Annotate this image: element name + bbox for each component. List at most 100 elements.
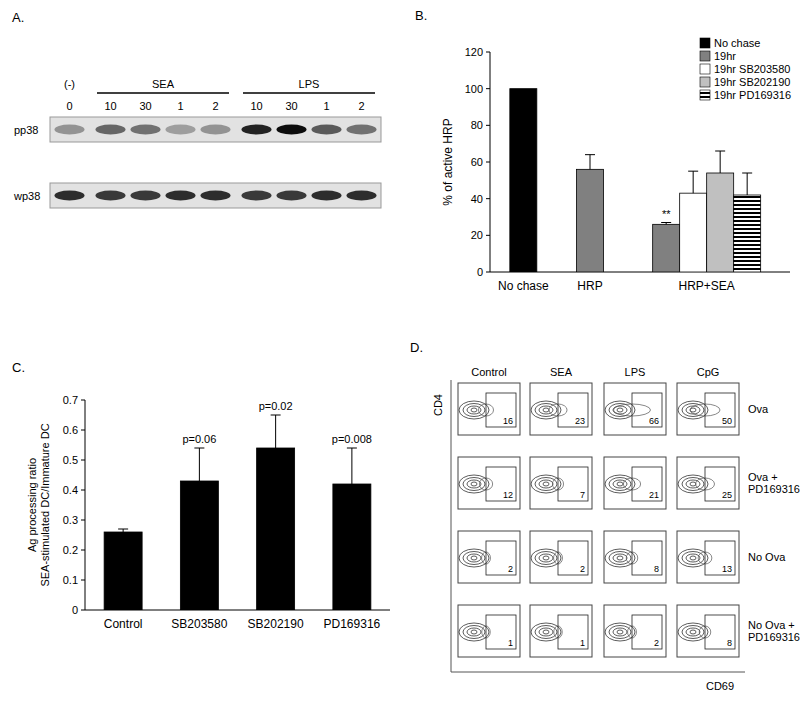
legend-swatch <box>700 90 710 100</box>
y-tick <box>81 460 85 461</box>
y-tick <box>486 235 490 236</box>
band <box>201 191 231 201</box>
contour <box>471 556 477 560</box>
contour <box>467 480 481 488</box>
contour <box>459 475 489 493</box>
gate-value: 2 <box>508 564 513 574</box>
contour <box>531 549 561 567</box>
contour <box>543 630 549 634</box>
contour <box>686 406 700 414</box>
legend-swatch <box>700 51 710 61</box>
gate-value: 1 <box>580 638 585 648</box>
contour <box>605 623 635 641</box>
contours <box>459 401 494 419</box>
contour <box>613 480 627 488</box>
contour <box>682 478 704 491</box>
contour <box>617 482 623 486</box>
y-tick <box>81 550 85 551</box>
gate <box>705 615 735 649</box>
lane-label: 1 <box>177 100 183 112</box>
contour <box>459 401 489 419</box>
y-tick <box>486 125 490 126</box>
lane-label: 10 <box>104 100 116 112</box>
row-label: No Ova + <box>748 619 795 631</box>
contour <box>467 554 481 562</box>
plot-box <box>604 531 666 583</box>
contour <box>471 408 477 412</box>
contour <box>682 626 704 639</box>
y-tick <box>81 430 85 431</box>
contours <box>531 623 562 641</box>
contour <box>539 406 553 414</box>
y-tick <box>81 520 85 521</box>
bar <box>333 484 371 610</box>
bar <box>510 89 537 272</box>
contour <box>531 475 561 493</box>
plot-box <box>604 383 666 435</box>
contour <box>617 408 623 412</box>
contour <box>539 480 553 488</box>
gate <box>558 541 588 575</box>
contours <box>678 475 715 493</box>
x-tick-label: HRP+SEA <box>678 279 734 293</box>
lane-label: 2 <box>358 100 364 112</box>
legend-label: 19hr SB203580 <box>714 63 790 75</box>
band <box>131 125 161 135</box>
contour <box>617 630 623 634</box>
x-tick-label: No chase <box>498 279 549 293</box>
band <box>312 191 342 201</box>
x-tick-label: Control <box>104 617 143 631</box>
gate-value: 2 <box>654 638 659 648</box>
y-tick-label: 60 <box>471 156 483 168</box>
band <box>347 125 377 135</box>
contour <box>613 554 627 562</box>
contours <box>605 401 651 419</box>
legend-swatch <box>700 38 710 48</box>
bar <box>180 481 218 610</box>
lane-label: 30 <box>285 100 297 112</box>
plot-box <box>604 605 666 657</box>
contour <box>690 408 696 412</box>
y-tick-label: 80 <box>471 119 483 131</box>
group-label: (-) <box>64 78 75 90</box>
gate-value: 66 <box>649 416 659 426</box>
annotation: p=0.06 <box>182 433 216 445</box>
contours <box>605 475 641 493</box>
error-bar <box>742 173 752 195</box>
band <box>131 191 161 201</box>
x-axis <box>451 672 745 673</box>
gate-value: 1 <box>508 638 513 648</box>
column-label: CpG <box>697 366 720 378</box>
contour <box>609 552 631 565</box>
contour <box>467 406 481 414</box>
y-axis <box>85 400 86 610</box>
y-tick <box>486 88 490 89</box>
y-tick <box>486 162 490 163</box>
y-label: % of active HRP <box>441 118 455 205</box>
contours <box>678 623 711 641</box>
marks <box>510 89 761 272</box>
band <box>277 191 307 201</box>
lane-label: 0 <box>66 100 72 112</box>
contour <box>686 480 700 488</box>
bar <box>707 173 734 272</box>
bar <box>653 224 680 272</box>
gate <box>558 393 588 427</box>
column-label: LPS <box>625 366 646 378</box>
plot-box <box>458 457 520 509</box>
band <box>201 125 231 135</box>
bar <box>104 532 142 610</box>
contour <box>690 482 696 486</box>
annotation: ** <box>662 208 671 220</box>
gate <box>705 541 735 575</box>
contour <box>535 404 557 417</box>
group-label: SEA <box>152 78 175 90</box>
gate <box>632 393 662 427</box>
gate-value: 12 <box>503 490 513 500</box>
y-tick-label: 40 <box>471 193 483 205</box>
gate <box>486 541 516 575</box>
contour <box>535 478 557 491</box>
gate <box>705 393 735 427</box>
column-label: Control <box>471 366 506 378</box>
y-tick-label: 0.5 <box>63 454 78 466</box>
